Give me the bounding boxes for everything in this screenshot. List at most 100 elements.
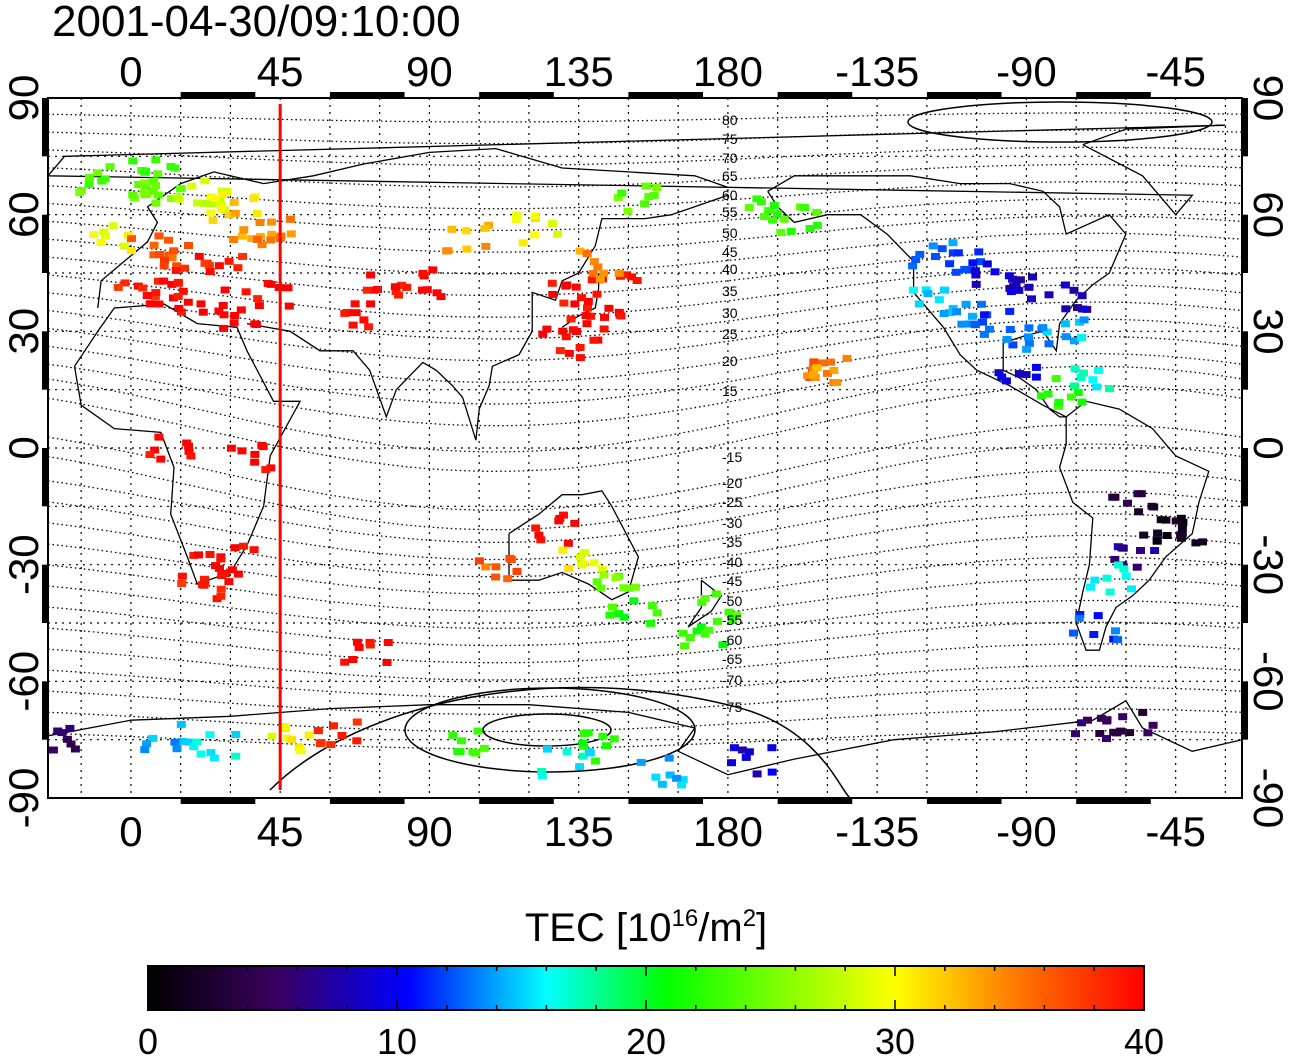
frame-bar [1242, 681, 1248, 740]
longitude-tick-label: 90 [406, 808, 453, 855]
tec-cell [636, 758, 646, 766]
longitude-tick-label: -45 [1145, 48, 1206, 95]
tec-cell [176, 184, 186, 192]
tec-cell [159, 262, 169, 270]
tec-cell [397, 281, 407, 289]
tec-cell [239, 226, 249, 234]
tec-cell [84, 180, 94, 188]
tec-cell [233, 570, 243, 578]
tec-cell [1136, 547, 1145, 554]
tec-cell [1005, 326, 1015, 333]
tec-cell [558, 327, 568, 335]
tec-cell [247, 235, 257, 243]
colorbar-ticks [147, 966, 1145, 1010]
tec-cell [140, 191, 150, 199]
tec-cell [585, 749, 595, 757]
tec-cell [548, 291, 558, 298]
tec-cell [964, 320, 974, 328]
tec-cell [267, 218, 277, 226]
tec-cell [978, 318, 987, 326]
tec-cell [296, 747, 306, 755]
tec-cell [1077, 719, 1086, 727]
coastline [246, 194, 729, 441]
tec-cell [350, 300, 360, 308]
latitude-tick-label: -60 [0, 651, 47, 712]
tec-cell [923, 290, 933, 298]
tec-cell [764, 207, 774, 215]
tec-cell [174, 304, 184, 312]
tec-cell [1093, 612, 1103, 620]
left-latitude-labels: 90 60 30 0 -30 -60 -90 [0, 75, 47, 829]
tec-cell [729, 744, 739, 752]
tec-cell [252, 210, 262, 217]
tec-cell [348, 321, 358, 329]
tec-cell [362, 286, 372, 294]
tec-cell [461, 227, 471, 235]
tec-cell [229, 199, 239, 206]
contour-label: 50 [722, 225, 738, 241]
tec-cell [229, 319, 239, 327]
tec-cell [1036, 392, 1046, 400]
tec-cell [812, 364, 822, 372]
tec-cell [1153, 529, 1163, 537]
latitude-tick-label: -90 [0, 768, 47, 829]
tec-cell [611, 574, 621, 582]
tec-cell [976, 258, 985, 266]
tec-cell [678, 776, 688, 784]
tec-cell [644, 193, 654, 201]
tec-cell [257, 441, 267, 449]
tec-cell [218, 302, 228, 309]
tec-cell [266, 280, 276, 288]
tec-cell [457, 737, 466, 745]
tec-cell [267, 732, 277, 740]
tec-cell [200, 177, 210, 185]
tec-cell [1027, 295, 1036, 303]
tec-cell [1008, 341, 1018, 349]
tec-cell [589, 336, 599, 344]
contour-line [48, 491, 1242, 561]
contour-label: -35 [722, 534, 742, 550]
tec-cell [588, 270, 598, 278]
tec-cell [1005, 307, 1015, 315]
tec-cell [575, 247, 585, 255]
frame-bar [777, 92, 853, 98]
longitude-tick-label: 90 [406, 48, 453, 95]
tec-cell [1077, 292, 1087, 300]
tec-cell [474, 557, 484, 565]
tec-cell [173, 279, 183, 287]
tec-cell [189, 551, 199, 559]
tec-cell [537, 768, 547, 775]
contour-label: 60 [722, 187, 738, 203]
latitude-tick-label: -90 [1245, 768, 1292, 829]
tec-cell [911, 256, 921, 263]
tec-cell [337, 732, 347, 739]
tec-cell [602, 742, 611, 750]
tec-cell [200, 259, 210, 267]
tec-cell [1074, 614, 1084, 622]
tec-cell [1136, 490, 1146, 498]
latitude-tick-label: -60 [1245, 651, 1292, 712]
tec-cell [255, 219, 265, 226]
tec-cell [1102, 735, 1111, 742]
tec-cell [1152, 537, 1162, 545]
tec-cell [704, 626, 713, 634]
tec-cell [1008, 275, 1018, 283]
tec-cell [172, 262, 182, 270]
tec-cell [184, 738, 194, 746]
tec-cell [744, 204, 754, 212]
tec-cell [537, 772, 547, 780]
tec-cell [582, 320, 592, 328]
tec-cell [647, 602, 657, 610]
tec-cell [253, 235, 262, 243]
tec-cell [1028, 273, 1037, 281]
tec-cell [214, 307, 224, 315]
longitude-tick-label: 135 [544, 48, 614, 95]
tec-cell [150, 446, 160, 454]
tec-cell [154, 433, 164, 441]
tec-cell [84, 174, 94, 182]
tec-cell [1044, 291, 1054, 299]
tec-cell [142, 292, 152, 299]
tec-cell [187, 182, 197, 190]
tec-cell [744, 748, 754, 756]
